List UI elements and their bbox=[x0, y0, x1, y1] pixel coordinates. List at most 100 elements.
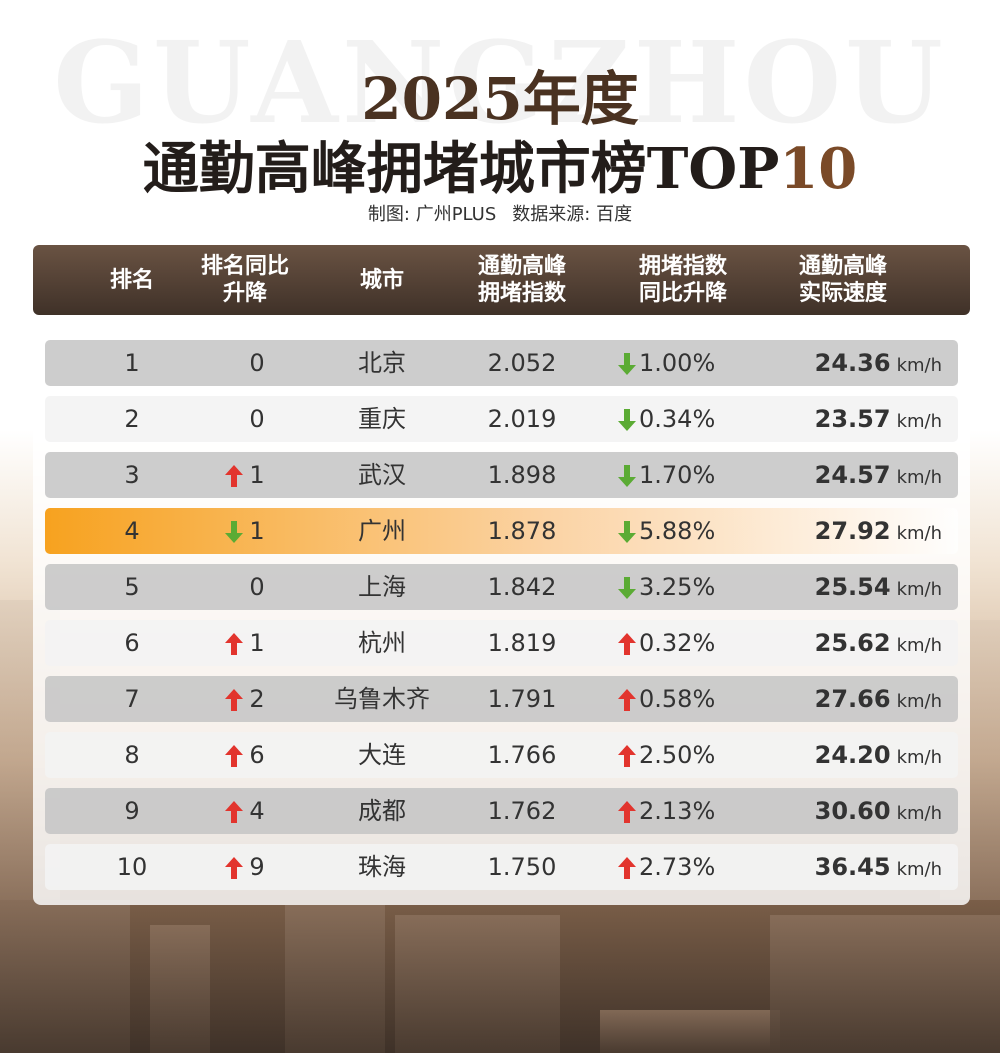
speed: 25.54 km/h bbox=[815, 564, 942, 610]
arrow-up bbox=[225, 633, 243, 655]
rank-change: 6 bbox=[249, 741, 265, 769]
rank: 9 bbox=[124, 797, 140, 825]
index-yoy: 3.25% bbox=[639, 573, 716, 601]
column-header: 拥堵指数 同比升降 bbox=[639, 245, 727, 315]
speed: 27.92 km/h bbox=[815, 508, 942, 554]
arrow-up bbox=[618, 857, 636, 879]
rank: 8 bbox=[124, 741, 140, 769]
arrow-up bbox=[225, 465, 243, 487]
index-yoy: 5.88% bbox=[639, 517, 716, 545]
rank-change: 9 bbox=[249, 853, 265, 881]
congestion-index: 2.019 bbox=[487, 405, 557, 433]
congestion-index: 2.052 bbox=[487, 349, 557, 377]
arrow-down bbox=[618, 409, 636, 431]
table-row: 6 1 杭州 1.819 0.32% 25.62 km/h bbox=[45, 620, 958, 666]
column-header: 排名同比 升降 bbox=[201, 245, 289, 315]
title-main: 通勤高峰拥堵城市榜TOP bbox=[142, 136, 780, 202]
background-word: GUANGZHOU bbox=[53, 18, 947, 149]
speed-unit: km/h bbox=[896, 691, 942, 712]
column-header: 通勤高峰 实际速度 bbox=[799, 245, 887, 315]
index-yoy: 0.32% bbox=[639, 629, 716, 657]
arrow-up bbox=[618, 801, 636, 823]
speed-value: 24.57 bbox=[814, 461, 891, 489]
rank-change: 0 bbox=[249, 405, 265, 433]
congestion-index: 1.766 bbox=[487, 741, 557, 769]
index-yoy: 2.13% bbox=[639, 797, 716, 825]
column-header: 通勤高峰 拥堵指数 bbox=[478, 245, 566, 315]
speed-value: 25.62 bbox=[814, 629, 891, 657]
header-line: 升降 bbox=[222, 281, 268, 306]
speed-value: 27.92 bbox=[814, 517, 891, 545]
speed-unit: km/h bbox=[896, 411, 942, 432]
speed-value: 25.54 bbox=[814, 573, 891, 601]
speed-value: 24.36 bbox=[814, 349, 891, 377]
speed-unit: km/h bbox=[896, 579, 942, 600]
arrow-down bbox=[618, 465, 636, 487]
rank: 5 bbox=[124, 573, 140, 601]
title-line2: 通勤高峰拥堵城市榜TOP10 bbox=[0, 124, 1000, 205]
title-accent: 10 bbox=[779, 136, 858, 202]
credit-source: 数据来源: 百度 bbox=[512, 204, 633, 225]
congestion-index: 1.819 bbox=[487, 629, 557, 657]
title-line1: 2025年度 bbox=[361, 65, 639, 133]
speed: 27.66 km/h bbox=[815, 676, 942, 722]
header-line: 城市 bbox=[359, 267, 405, 293]
city: 上海 bbox=[358, 573, 406, 601]
congestion-index: 1.791 bbox=[487, 685, 557, 713]
index-yoy: 1.70% bbox=[639, 461, 716, 489]
arrow-up bbox=[225, 801, 243, 823]
index-yoy: 2.50% bbox=[639, 741, 716, 769]
arrow-up bbox=[618, 633, 636, 655]
speed-value: 30.60 bbox=[814, 797, 891, 825]
rank: 10 bbox=[116, 853, 148, 881]
city: 重庆 bbox=[358, 405, 406, 433]
header-line: 通勤高峰 bbox=[477, 254, 567, 279]
building bbox=[150, 925, 210, 1053]
congestion-index: 1.842 bbox=[487, 573, 557, 601]
rank-change: 0 bbox=[249, 573, 265, 601]
credit: 制图: 广州PLUS 数据来源: 百度 bbox=[0, 200, 1000, 226]
header-line: 实际速度 bbox=[798, 281, 888, 306]
table-row: 8 6 大连 1.766 2.50% 24.20 km/h bbox=[45, 732, 958, 778]
congestion-index: 1.750 bbox=[487, 853, 557, 881]
rank-change: 1 bbox=[249, 461, 265, 489]
speed: 24.36 km/h bbox=[815, 340, 942, 386]
speed-unit: km/h bbox=[896, 467, 942, 488]
city: 成都 bbox=[358, 797, 406, 825]
speed-unit: km/h bbox=[896, 635, 942, 656]
city: 广州 bbox=[358, 517, 406, 545]
speed: 36.45 km/h bbox=[815, 844, 942, 890]
table-row: 2 0 重庆 2.019 0.34% 23.57 km/h bbox=[45, 396, 958, 442]
index-yoy: 0.34% bbox=[639, 405, 716, 433]
rank: 2 bbox=[124, 405, 140, 433]
arrow-down bbox=[225, 521, 243, 543]
table-row: 5 0 上海 1.842 3.25% 25.54 km/h bbox=[45, 564, 958, 610]
congestion-index: 1.898 bbox=[487, 461, 557, 489]
speed-unit: km/h bbox=[896, 355, 942, 376]
arrow-down bbox=[618, 577, 636, 599]
header-line: 同比升降 bbox=[638, 281, 728, 306]
header-line: 拥堵指数 bbox=[477, 281, 567, 306]
header-line: 排名 bbox=[109, 267, 155, 293]
speed-unit: km/h bbox=[896, 803, 942, 824]
arrow-up bbox=[225, 689, 243, 711]
table-row: 9 4 成都 1.762 2.13% 30.60 km/h bbox=[45, 788, 958, 834]
city: 大连 bbox=[358, 741, 406, 769]
congestion-index: 1.878 bbox=[487, 517, 557, 545]
congestion-index: 1.762 bbox=[487, 797, 557, 825]
building bbox=[770, 915, 1000, 1053]
rank: 3 bbox=[124, 461, 140, 489]
header-line: 拥堵指数 bbox=[638, 254, 728, 279]
building bbox=[285, 905, 385, 1053]
speed: 24.20 km/h bbox=[815, 732, 942, 778]
building bbox=[395, 915, 560, 1053]
speed-value: 27.66 bbox=[814, 685, 891, 713]
arrow-up bbox=[225, 745, 243, 767]
city: 北京 bbox=[358, 349, 406, 377]
speed-value: 23.57 bbox=[814, 405, 891, 433]
index-yoy: 2.73% bbox=[639, 853, 716, 881]
rank-change: 1 bbox=[249, 517, 265, 545]
table-row: 1 0 北京 2.052 1.00% 24.36 km/h bbox=[45, 340, 958, 386]
index-yoy: 1.00% bbox=[639, 349, 716, 377]
